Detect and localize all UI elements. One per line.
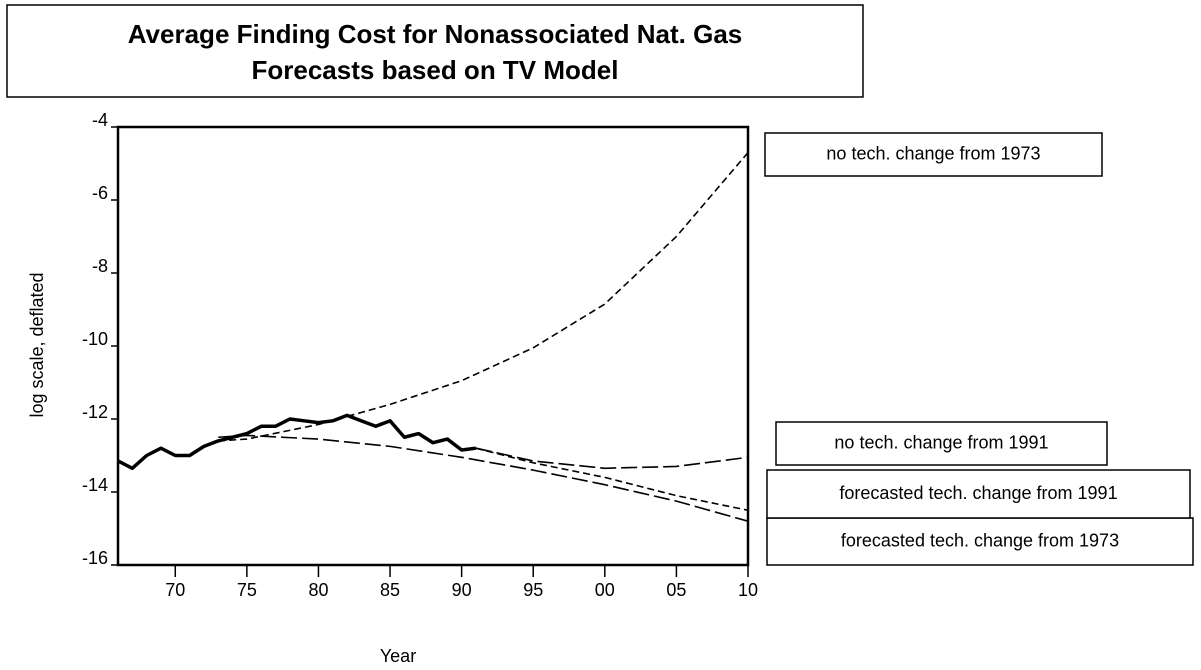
series-line [475, 447, 749, 470]
y-tick-label: -6 [92, 183, 108, 203]
title-box [6, 4, 864, 98]
legend-box [766, 469, 1191, 519]
chart-title: Average Finding Cost for Nonassociated N… [128, 19, 743, 49]
y-tick-label: -4 [92, 110, 108, 130]
x-axis-label: Year [380, 646, 416, 666]
x-tick-label: 85 [380, 580, 400, 600]
plot-frame [116, 125, 750, 567]
x-tick-label: 75 [237, 580, 257, 600]
x-tick-label: 05 [666, 580, 686, 600]
y-tick-label: -10 [82, 329, 108, 349]
x-tick-label: 00 [595, 580, 615, 600]
y-tick-label: -8 [92, 256, 108, 276]
series-line [218, 434, 749, 522]
legend-label: no tech. change from 1991 [834, 432, 1048, 452]
x-tick-label: 80 [308, 580, 328, 600]
y-tick-label: -16 [82, 548, 108, 568]
y-tick-label: -12 [82, 402, 108, 422]
series-line [218, 152, 749, 442]
legend-label: forecasted tech. change from 1991 [839, 483, 1117, 503]
chart-subtitle: Forecasts based on TV Model [252, 55, 619, 85]
x-tick-label: 10 [738, 580, 758, 600]
x-tick-label: 95 [523, 580, 543, 600]
legend-label: forecasted tech. change from 1973 [841, 530, 1119, 550]
series-line [117, 413, 477, 471]
legend-label: no tech. change from 1973 [826, 143, 1040, 163]
x-tick-label: 70 [165, 580, 185, 600]
legend-box [775, 421, 1108, 466]
x-tick-label: 90 [452, 580, 472, 600]
legend-box [766, 517, 1194, 566]
y-axis-label: log scale, deflated [27, 272, 47, 417]
series-line [475, 447, 749, 512]
legend-box [764, 132, 1103, 177]
y-tick-label: -14 [82, 475, 108, 495]
